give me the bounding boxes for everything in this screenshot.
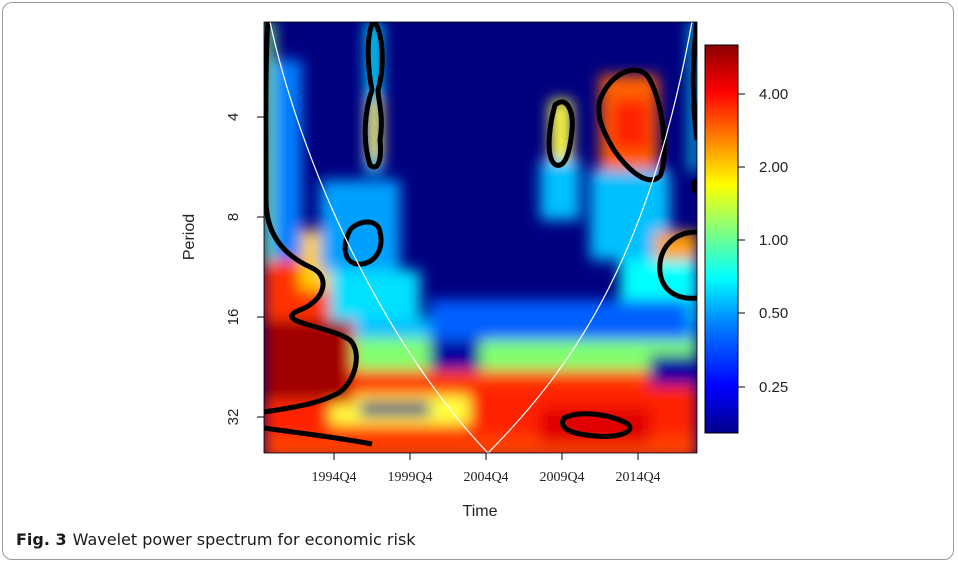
colorbar-label: 4.00 [759, 86, 788, 103]
colorbar-label: 1.00 [759, 232, 788, 249]
colorbar-label: 2.00 [759, 159, 788, 176]
colorbar-label: 0.25 [759, 379, 788, 396]
x-tick-label: 1999Q4 [387, 470, 432, 485]
x-tick-label: 2009Q4 [539, 470, 584, 485]
colorbar-ticks [738, 93, 745, 388]
figure-caption: Fig. 3 Wavelet power spectrum for economi… [16, 530, 416, 549]
colorbar [704, 44, 739, 434]
y-tick-label: 4 [225, 113, 242, 121]
y-axis [257, 116, 264, 418]
figure-caption-text: Wavelet power spectrum for economic risk [72, 530, 416, 549]
colorbar-label: 0.50 [759, 305, 788, 322]
x-tick-label: 1994Q4 [311, 470, 356, 485]
y-axis-label: Period [181, 214, 198, 260]
y-tick-label: 16 [225, 309, 242, 326]
heatmap [264, 22, 697, 453]
figure-label: Fig. 3 [16, 530, 67, 549]
x-axis-label: Time [463, 503, 498, 520]
x-tick-label: 2014Q4 [615, 470, 660, 485]
cone-of-influence [269, 22, 693, 453]
plot-border [263, 21, 698, 454]
y-tick-label: 32 [225, 409, 242, 426]
y-tick-label: 8 [225, 213, 242, 221]
x-tick-label: 2004Q4 [463, 470, 508, 485]
significance-contours [264, 22, 697, 447]
x-axis [333, 453, 639, 460]
